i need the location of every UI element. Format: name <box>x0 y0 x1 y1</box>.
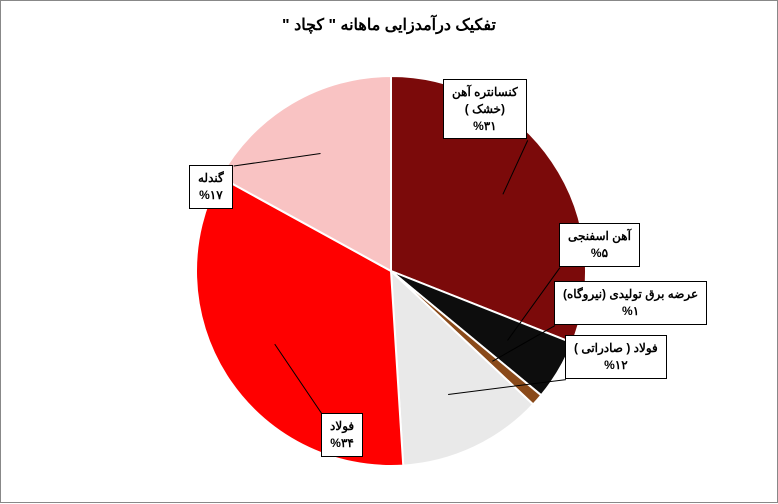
chart-title: تفکیک درآمدزایی ماهانه " کچاد " <box>1 15 777 35</box>
slice-label-bargh: عرضه برق تولیدی (نیروگاه)%۱ <box>554 281 707 325</box>
slice-label-konsantre: کنسانتره آهن(خشک )%۳۱ <box>443 79 527 139</box>
pie-chart <box>171 61 611 481</box>
slice-label-foolad-saderati: فولاد ( صادراتی )%۱۲ <box>565 335 667 379</box>
slice-label-foolad: فولاد%۳۴ <box>321 413 363 457</box>
slice-label-gandale: گندله%۱۷ <box>189 165 233 209</box>
chart-container: تفکیک درآمدزایی ماهانه " کچاد " کنسانتره… <box>0 0 778 503</box>
slice-label-ahan-esfanji: آهن اسفنجی%۵ <box>559 223 640 267</box>
